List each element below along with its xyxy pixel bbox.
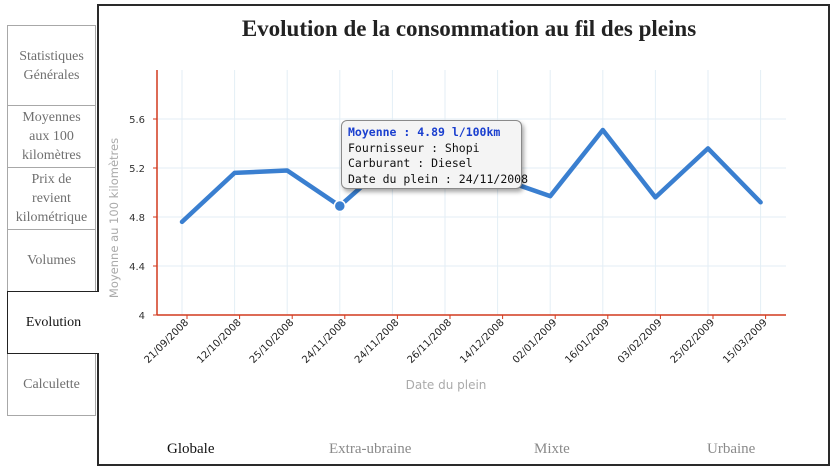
data-point[interactable]	[756, 197, 766, 207]
y-tick-label: 5.2	[129, 164, 145, 175]
data-point-tooltip: Moyenne : 4.89 l/100km Fournisseur : Sho…	[341, 120, 529, 189]
tab-label-line: Prix de	[31, 172, 72, 187]
data-point[interactable]	[230, 168, 240, 178]
tab-label-line: aux 100	[29, 129, 74, 144]
data-point[interactable]	[703, 143, 713, 153]
tab-label-line: kilomètres	[21, 148, 82, 163]
x-tick-label: 24/11/2008	[353, 317, 402, 366]
x-tick-label: 12/10/2008	[195, 317, 244, 366]
x-tick-label: 16/01/2009	[563, 317, 612, 366]
chart-grid	[157, 70, 786, 315]
x-tick-label: 25/10/2008	[248, 317, 297, 366]
tab-label-line: Statistiques	[19, 48, 84, 64]
chart-axes	[153, 70, 786, 319]
x-tick-label: 21/09/2008	[143, 317, 192, 366]
tab-urbaine[interactable]: Urbaine	[707, 441, 756, 457]
tab-globale[interactable]: Globale	[167, 441, 215, 457]
tab-statistiques-generales[interactable]: Statistiques Générales	[7, 25, 96, 106]
data-point-highlighted[interactable]	[333, 199, 347, 213]
tooltip-supplier: Fournisseur : Shopi	[348, 140, 480, 155]
x-axis-label: Date du plein	[406, 378, 487, 392]
x-tick-label: 24/11/2008	[300, 317, 349, 366]
tab-label-line: revient	[32, 191, 71, 206]
data-point[interactable]	[177, 217, 187, 227]
x-tick-label: 03/02/2009	[616, 317, 665, 366]
y-axis-label: Moyenne au 100 kilomètres	[107, 138, 121, 298]
bottom-tabs: Globale Extra-ubraine Mixte Urbaine	[97, 441, 830, 459]
tab-mixte[interactable]: Mixte	[534, 441, 570, 457]
x-tick-label: 02/01/2009	[511, 317, 560, 366]
y-tick-label: 5.6	[129, 115, 145, 126]
data-point[interactable]	[598, 125, 608, 135]
x-tick-label: 14/12/2008	[458, 317, 507, 366]
x-tick-labels: 21/09/2008 12/10/2008 25/10/2008 24/11/2008…	[143, 317, 770, 366]
tab-extra-urbaine[interactable]: Extra-ubraine	[329, 441, 412, 457]
x-tick-label: 15/03/2009	[721, 317, 770, 366]
y-tick-label: 4.4	[129, 262, 145, 273]
x-tick-label: 26/11/2008	[406, 317, 455, 366]
tooltip-average: Moyenne : 4.89 l/100km	[348, 125, 501, 139]
tab-prix-revient[interactable]: Prix de revient kilométrique	[7, 167, 96, 230]
data-point[interactable]	[282, 165, 292, 175]
tooltip-date: Date du plein : 24/11/2008	[348, 171, 529, 186]
tab-label-line: Calculette	[23, 377, 80, 392]
chart-title: Evolution de la consommation au fil des …	[242, 16, 696, 41]
y-tick-labels: 4 4.4 4.8 5.2 5.6	[129, 115, 145, 322]
tab-label-line: kilométrique	[15, 210, 88, 225]
data-point[interactable]	[650, 192, 660, 202]
consumption-line-chart: Evolution de la consommation au fil des …	[107, 16, 786, 392]
y-tick-label: 4.8	[129, 213, 145, 224]
tab-label-line: Volumes	[27, 253, 76, 268]
tab-evolution[interactable]: Evolution	[7, 291, 99, 354]
data-point[interactable]	[545, 191, 555, 201]
tab-label-line: Moyennes	[22, 110, 81, 125]
tab-moyennes-100km[interactable]: Moyennes aux 100 kilomètres	[7, 105, 96, 168]
tab-label-line: Générales	[23, 67, 80, 83]
x-tick-label: 25/02/2009	[669, 317, 718, 366]
tooltip-fuel: Carburant : Diesel	[348, 156, 473, 170]
y-tick-label: 4	[139, 311, 145, 322]
tab-label-line: Evolution	[25, 315, 82, 330]
